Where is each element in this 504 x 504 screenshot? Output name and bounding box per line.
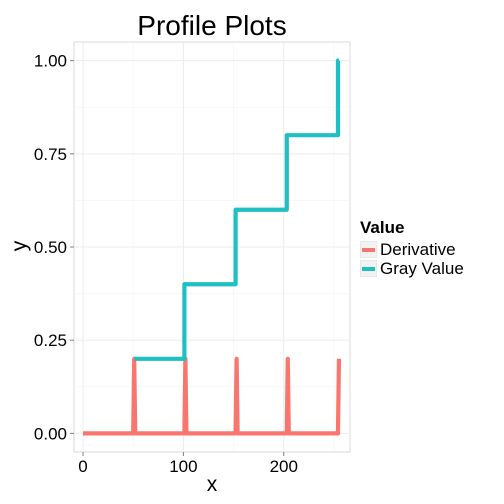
legend-label-gray-value: Gray Value [380,258,464,278]
x-axis: 0 100 200 [78,452,298,476]
legend-label-derivative: Derivative [380,239,456,259]
x-axis-label: x [206,473,218,496]
legend-item-gray-value: Gray Value [360,259,464,278]
x-tick-label: 100 [169,457,197,476]
series-line-derivative [83,356,342,436]
series-layer [83,58,342,436]
legend-item-derivative: Derivative [360,240,464,259]
y-tick-label: 0.00 [34,424,67,443]
chart-title: Profile Plots [137,10,287,41]
y-tick-label: 0.50 [34,238,67,257]
y-axis-label: y [8,240,31,252]
legend-title: Value [360,218,405,237]
legend: Value Derivative Gray Value [360,218,464,278]
series-line-gray-value [134,58,341,361]
y-tick-label: 0.25 [34,331,67,350]
legend-key-gray-value [360,260,377,277]
x-tick-label: 0 [78,457,87,476]
x-tick-label: 200 [270,457,298,476]
y-axis: 0.00 0.25 0.50 0.75 1.00 [34,52,74,443]
y-tick-label: 0.75 [34,145,67,164]
legend-key-derivative [360,241,377,258]
y-tick-label: 1.00 [34,52,67,71]
